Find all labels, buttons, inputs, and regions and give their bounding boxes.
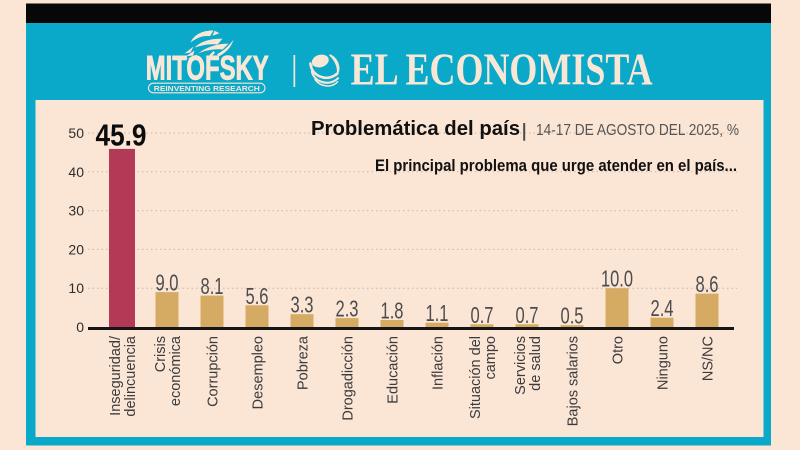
svg-text:Otro: Otro xyxy=(611,336,627,364)
svg-text:MITOFSKY: MITOFSKY xyxy=(146,49,269,87)
svg-text:5.6: 5.6 xyxy=(246,283,269,309)
svg-text:1.8: 1.8 xyxy=(381,298,404,324)
svg-text:1.1: 1.1 xyxy=(426,300,449,326)
svg-text:0.7: 0.7 xyxy=(471,302,494,328)
svg-text:8.1: 8.1 xyxy=(201,273,224,299)
svg-text:Inflación: Inflación xyxy=(431,336,447,390)
svg-text:0.5: 0.5 xyxy=(561,303,584,329)
svg-text:Pobreza: Pobreza xyxy=(296,335,312,390)
svg-text:Desempleo: Desempleo xyxy=(251,336,267,409)
svg-text:3.3: 3.3 xyxy=(291,292,314,318)
svg-text:10.0: 10.0 xyxy=(601,266,633,292)
svg-text:de salud: de salud xyxy=(528,336,544,391)
svg-text:Bajos salarios: Bajos salarios xyxy=(566,336,582,426)
svg-text:9.0: 9.0 xyxy=(156,270,179,296)
svg-text:NS/NC: NS/NC xyxy=(701,336,717,381)
svg-text:10: 10 xyxy=(68,280,84,296)
svg-text:campo: campo xyxy=(483,336,499,380)
svg-text:El principal problema que urge: El principal problema que urge atender e… xyxy=(375,156,737,175)
svg-text:50: 50 xyxy=(68,125,84,141)
svg-text:30: 30 xyxy=(68,203,84,219)
svg-text:2.3: 2.3 xyxy=(336,296,359,322)
svg-text:2.4: 2.4 xyxy=(651,295,674,321)
svg-text:Problemática del país: Problemática del país xyxy=(311,118,520,140)
svg-text:Drogadicción: Drogadicción xyxy=(341,336,357,421)
svg-text:económica: económica xyxy=(168,335,184,406)
svg-text:20: 20 xyxy=(68,241,84,257)
svg-text:Corrupción: Corrupción xyxy=(206,336,222,407)
svg-text:Servicios: Servicios xyxy=(513,336,529,395)
svg-text:14-17 DE AGOSTO DEL 2025, %: 14-17 DE AGOSTO DEL 2025, % xyxy=(536,122,739,139)
svg-text:Situación del: Situación del xyxy=(468,336,484,419)
svg-text:40: 40 xyxy=(68,164,84,180)
svg-text:Crisis: Crisis xyxy=(153,336,169,372)
svg-text:Educación: Educación xyxy=(386,336,402,404)
svg-text:8.6: 8.6 xyxy=(696,271,719,297)
svg-text:Inseguridad/: Inseguridad/ xyxy=(108,335,124,416)
svg-text:REINVENTING RESEARCH: REINVENTING RESEARCH xyxy=(154,84,260,93)
svg-text:45.9: 45.9 xyxy=(96,117,147,152)
svg-text:0.7: 0.7 xyxy=(516,302,539,328)
svg-text:0: 0 xyxy=(76,319,84,335)
svg-text:delincuencia: delincuencia xyxy=(123,335,139,417)
svg-text:Ninguno: Ninguno xyxy=(656,336,672,390)
svg-text:EL ECONOMISTA: EL ECONOMISTA xyxy=(351,45,653,95)
